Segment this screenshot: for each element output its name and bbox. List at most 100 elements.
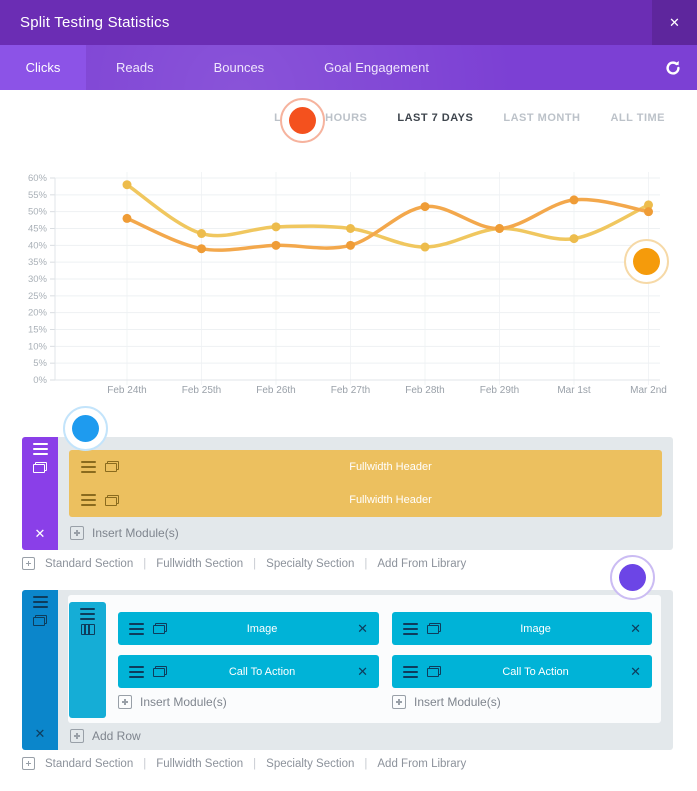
drag-handle-icon[interactable] — [129, 670, 144, 673]
insert-modules-button[interactable]: Insert Module(s) — [392, 695, 501, 709]
filter-all-time[interactable]: ALL TIME — [610, 112, 665, 124]
insert-modules-label: Insert Module(s) — [414, 695, 501, 709]
module-fullwidth-header[interactable]: Fullwidth Header — [69, 484, 662, 518]
refresh-button[interactable] — [649, 45, 697, 90]
svg-text:5%: 5% — [33, 358, 47, 369]
add-row-button[interactable]: Add Row — [70, 729, 141, 743]
duplicate-icon[interactable] — [427, 666, 441, 677]
annotation-dot-chart — [624, 239, 669, 284]
drag-handle-icon[interactable] — [403, 670, 418, 673]
svg-text:25%: 25% — [28, 291, 48, 302]
module-image[interactable]: Image ✕ — [392, 612, 652, 645]
section-footer: Standard Section | Fullwidth Section | S… — [22, 757, 466, 770]
filter-last-7-days[interactable]: LAST 7 DAYS — [397, 112, 474, 124]
svg-text:20%: 20% — [28, 308, 48, 319]
module-fullwidth-header[interactable]: Fullwidth Header — [69, 450, 662, 484]
modal-title: Split Testing Statistics — [20, 14, 170, 31]
row-handle[interactable] — [69, 602, 106, 718]
drag-handle-icon[interactable] — [32, 448, 48, 450]
module-label: Fullwidth Header — [349, 460, 432, 473]
tab-bounces[interactable]: Bounces — [213, 60, 265, 75]
delete-module-icon[interactable]: ✕ — [357, 664, 368, 679]
insert-modules-button[interactable]: Insert Module(s) — [70, 526, 179, 540]
drag-handle-icon[interactable] — [32, 601, 48, 603]
modal-header: Split Testing Statistics ✕ — [0, 0, 697, 45]
module-call-to-action[interactable]: Call To Action ✕ — [392, 655, 652, 688]
annotation-dot-time-filter — [280, 98, 325, 143]
dot-core — [619, 564, 646, 591]
svg-text:Feb 29th: Feb 29th — [480, 385, 519, 396]
svg-text:Feb 26th: Feb 26th — [256, 385, 295, 396]
svg-text:45%: 45% — [28, 224, 48, 235]
delete-module-icon[interactable]: ✕ — [630, 664, 641, 679]
plus-icon — [70, 526, 84, 540]
duplicate-icon[interactable] — [33, 462, 47, 473]
annotation-dot-fullwidth-section — [63, 406, 108, 451]
module-label: Call To Action — [502, 665, 569, 678]
add-from-library-link[interactable]: Add From Library — [377, 557, 467, 570]
plus-icon — [118, 695, 132, 709]
svg-text:30%: 30% — [28, 274, 48, 285]
module-label: Call To Action — [228, 665, 296, 678]
delete-module-icon[interactable]: ✕ — [630, 621, 641, 636]
duplicate-icon[interactable] — [153, 623, 167, 634]
fullwidth-module-stack: Fullwidth Header Fullwidth Header — [69, 450, 662, 517]
fullwidth-section-handle[interactable]: ✕ — [22, 437, 58, 550]
svg-text:Feb 27th: Feb 27th — [331, 385, 370, 396]
svg-text:Feb 25th: Feb 25th — [182, 385, 221, 396]
drag-handle-icon[interactable] — [81, 499, 96, 502]
svg-text:35%: 35% — [28, 257, 48, 268]
tab-reads[interactable]: Reads — [116, 60, 154, 75]
svg-text:Feb 28th: Feb 28th — [405, 385, 444, 396]
separator: | — [253, 557, 257, 570]
insert-modules-label: Insert Module(s) — [140, 695, 227, 709]
specialty-section-link[interactable]: Specialty Section — [266, 557, 355, 570]
time-range-filters: LAST 24 HOURS LAST 7 DAYS LAST MONTH ALL… — [274, 112, 665, 124]
delete-module-icon[interactable]: ✕ — [357, 621, 368, 636]
section-handle[interactable]: ✕ — [22, 590, 58, 750]
delete-section-icon[interactable]: ✕ — [34, 526, 46, 541]
add-from-library-link[interactable]: Add From Library — [377, 757, 467, 770]
duplicate-icon[interactable] — [153, 666, 167, 677]
close-icon: ✕ — [669, 14, 680, 30]
separator: | — [253, 757, 257, 770]
drag-handle-icon[interactable] — [80, 613, 95, 615]
svg-text:55%: 55% — [28, 190, 48, 201]
section-body: Image ✕ Call To Action ✕ Insert Module(s… — [58, 590, 673, 750]
refresh-icon — [666, 60, 680, 75]
fullwidth-section-link[interactable]: Fullwidth Section — [156, 757, 244, 770]
module-label: Fullwidth Header — [349, 494, 432, 507]
duplicate-icon[interactable] — [33, 615, 47, 626]
duplicate-icon[interactable] — [105, 494, 119, 506]
close-button[interactable]: ✕ — [652, 0, 697, 45]
drag-handle-icon[interactable] — [403, 627, 418, 630]
separator: | — [364, 757, 368, 770]
annotation-dot-regular-section — [610, 555, 655, 600]
insert-modules-button[interactable]: Insert Module(s) — [118, 695, 227, 709]
delete-section-icon[interactable]: ✕ — [34, 726, 46, 741]
drag-handle-icon[interactable] — [81, 465, 96, 468]
standard-section-link[interactable]: Standard Section — [45, 557, 134, 570]
tab-goal-engagement[interactable]: Goal Engagement — [324, 60, 429, 75]
filter-last-month[interactable]: LAST MONTH — [503, 112, 581, 124]
tab-clicks[interactable]: Clicks — [0, 45, 86, 90]
standard-section-link[interactable]: Standard Section — [45, 757, 134, 770]
duplicate-icon[interactable] — [105, 461, 119, 473]
stats-line-chart: 0% 5% 10% 15% 20% 25% 30% 35% 40% 45% 50% 55% 60% Feb… — [28, 172, 667, 396]
insert-modules-label: Insert Module(s) — [92, 526, 179, 540]
fullwidth-section-link[interactable]: Fullwidth Section — [156, 557, 244, 570]
drag-handle-icon[interactable] — [129, 627, 144, 630]
module-image[interactable]: Image ✕ — [118, 612, 379, 645]
metric-tab-bar: Clicks Reads Bounces Goal Engagement — [0, 45, 697, 90]
columns-icon[interactable] — [80, 624, 95, 635]
plus-icon — [70, 729, 84, 743]
duplicate-icon[interactable] — [427, 623, 441, 634]
separator: | — [143, 557, 147, 570]
svg-text:60%: 60% — [28, 173, 48, 184]
specialty-section-link[interactable]: Specialty Section — [266, 757, 355, 770]
module-label: Image — [520, 622, 551, 635]
separator: | — [364, 557, 368, 570]
plus-icon — [392, 695, 406, 709]
module-call-to-action[interactable]: Call To Action ✕ — [118, 655, 379, 688]
